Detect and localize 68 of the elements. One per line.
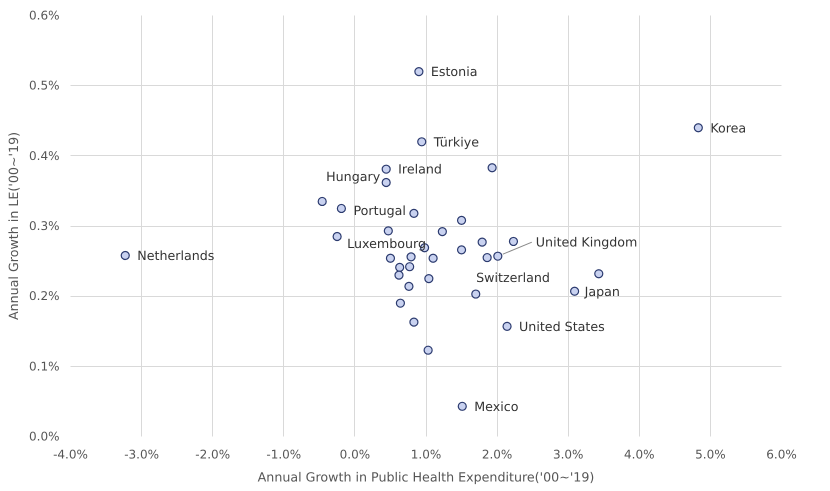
- point: [336, 204, 346, 214]
- point: [386, 254, 396, 263]
- x-tick-label: 6.0%: [766, 448, 797, 462]
- point: [471, 289, 480, 299]
- x-tick-label: 4.0%: [624, 448, 655, 462]
- x-tick-label: -1.0%: [266, 448, 302, 462]
- point: [456, 216, 466, 225]
- annotation: Japan: [584, 284, 620, 299]
- point: [493, 252, 502, 261]
- point: [438, 227, 447, 236]
- point: [594, 269, 604, 278]
- point: [482, 252, 492, 262]
- annotation: Estonia: [430, 64, 478, 80]
- point: [396, 298, 406, 308]
- x-tick-label: -4.0%: [53, 448, 88, 462]
- point: [332, 232, 342, 242]
- y-tick-label: 0.5%: [29, 78, 60, 93]
- point: [414, 67, 424, 76]
- point: [502, 322, 512, 331]
- point: [424, 274, 434, 284]
- point: [382, 164, 391, 174]
- point: [488, 163, 497, 172]
- annotation: Switzerland: [476, 270, 550, 286]
- point: [395, 262, 404, 272]
- point: [384, 226, 393, 236]
- point: [428, 254, 438, 263]
- point: [394, 270, 404, 280]
- annotation: Türkiye: [432, 134, 480, 150]
- x-tick-label: 5.0%: [695, 448, 726, 462]
- x-tick-label: 2.0%: [482, 448, 512, 462]
- y-tick-label: 0.1%: [29, 359, 60, 374]
- annotation: Korea: [710, 120, 746, 136]
- y-tick-label: 0.0%: [29, 430, 60, 444]
- point: [694, 123, 703, 132]
- y-tick-label: 0.3%: [29, 219, 60, 233]
- point: [405, 262, 414, 272]
- annotation: Hungary: [326, 168, 381, 184]
- point: [404, 282, 414, 291]
- annotation: Netherlands: [137, 248, 214, 263]
- point: [478, 238, 487, 247]
- point: [424, 346, 433, 355]
- point: [417, 137, 426, 146]
- point: [456, 245, 466, 254]
- y-tick-label: 0.4%: [29, 148, 60, 163]
- x-tick-label: 0.0%: [340, 448, 370, 462]
- point: [409, 208, 419, 218]
- point: [406, 252, 416, 262]
- annotation: Mexico: [474, 398, 519, 414]
- point: [382, 178, 391, 188]
- x-axis-title: Annual Growth in Public Health Expenditure('00~'19): [258, 470, 594, 484]
- annotation: United States: [519, 318, 605, 334]
- y-tick-label: 0.6%: [29, 8, 60, 22]
- point: [508, 236, 518, 246]
- point: [570, 286, 580, 296]
- annotation: Portugal: [353, 202, 406, 218]
- x-tick-label: 3.0%: [552, 448, 584, 462]
- annotation: Luxembourg: [347, 236, 426, 252]
- x-tick-label: 1.0%: [410, 448, 442, 462]
- x-tick-label: -3.0%: [124, 448, 160, 462]
- annotation: Ireland: [398, 162, 442, 177]
- y-axis-title: Annual Growth in LE('00~'19): [6, 132, 22, 320]
- annotation: United Kingdom: [536, 234, 638, 250]
- x-tick-label: -2.0%: [195, 448, 230, 462]
- point: [409, 318, 419, 327]
- point: [458, 402, 467, 411]
- point: [120, 250, 130, 260]
- point: [318, 196, 327, 206]
- y-tick-label: 0.2%: [29, 289, 60, 304]
